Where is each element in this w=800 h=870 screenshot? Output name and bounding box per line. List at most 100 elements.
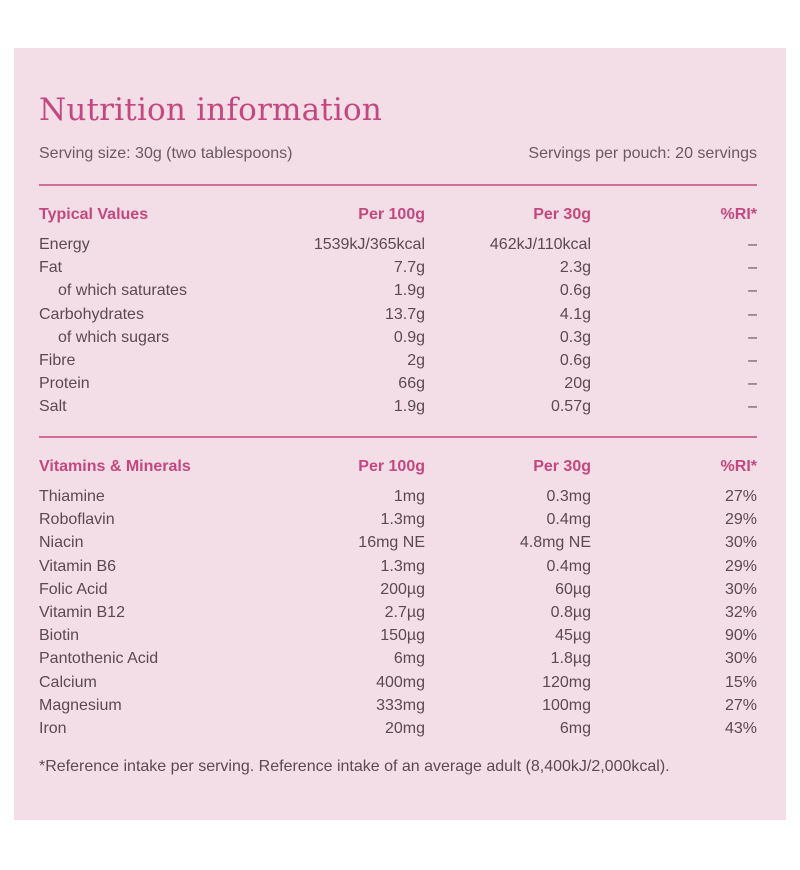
nutrient-name: Calcium	[39, 673, 97, 691]
table-row: Energy 1539kJ/365kcal 462kJ/110kcal –	[39, 233, 757, 256]
column-header-per100: Per 100g	[358, 458, 425, 475]
value-ri: 27%	[724, 696, 757, 714]
value-per-30g: 0.4mg	[546, 557, 591, 575]
value-per-30g: 0.3g	[559, 328, 591, 346]
typical-values-table: Typical Values Per 100g Per 30g %RI* Ene…	[39, 203, 757, 419]
value-ri: 30%	[724, 534, 757, 552]
table-row: of which sugars 0.9g 0.3g –	[39, 326, 757, 349]
table-row: Carbohydrates 13.7g 4.1g –	[39, 303, 757, 326]
column-header-name: Vitamins & Minerals	[39, 458, 191, 475]
nutrient-name: Biotin	[39, 627, 80, 645]
nutrient-name: Carbohydrates	[39, 305, 144, 323]
table-row: Vitamin B6 1.3mg 0.4mg 29%	[39, 555, 757, 578]
value-per-30g: 2.3g	[559, 259, 591, 277]
value-per-30g: 120mg	[542, 673, 591, 691]
value-per-100g: 0.9g	[393, 328, 425, 346]
value-per-100g: 400mg	[376, 673, 425, 691]
nutrient-name: of which sugars	[58, 328, 170, 346]
table-row: Pantothenic Acid 6mg 1.8µg 30%	[39, 647, 757, 670]
value-per-100g: 1.9g	[393, 398, 425, 416]
value-ri: –	[748, 328, 757, 346]
value-per-30g: 462kJ/110kcal	[489, 236, 591, 253]
value-per-30g: 100mg	[542, 696, 591, 714]
value-per-30g: 20g	[564, 375, 591, 393]
value-per-100g: 1.3mg	[380, 511, 425, 529]
value-ri: 30%	[724, 650, 757, 668]
value-per-100g: 7.7g	[393, 259, 425, 277]
nutrient-name: Roboflavin	[39, 511, 115, 529]
value-per-100g: 6mg	[393, 650, 425, 668]
value-per-30g: 6mg	[559, 719, 591, 737]
page-title: Nutrition information	[39, 92, 383, 128]
value-per-100g: 20mg	[384, 719, 425, 737]
value-ri: –	[748, 259, 757, 277]
value-per-100g: 1539kJ/365kcal	[313, 236, 425, 253]
nutrient-name: Vitamin B12	[39, 603, 125, 621]
value-per-30g: 4.8mg NE	[519, 534, 591, 552]
value-ri: –	[748, 351, 757, 369]
table-row: Roboflavin 1.3mg 0.4mg 29%	[39, 508, 757, 531]
value-per-100g: 2g	[407, 351, 425, 369]
value-ri: 32%	[724, 603, 757, 621]
typical-values-header: Typical Values Per 100g Per 30g %RI*	[39, 203, 757, 233]
table-row: Fibre 2g 0.6g –	[39, 349, 757, 372]
value-per-100g: 2.7µg	[384, 603, 425, 621]
table-row: Iron 20mg 6mg 43%	[39, 717, 757, 740]
column-header-per30: Per 30g	[533, 206, 591, 223]
nutrient-name: Salt	[39, 398, 67, 416]
table-row: Biotin 150µg 45µg 90%	[39, 624, 757, 647]
value-ri: –	[748, 375, 757, 393]
value-per-100g: 1.9g	[393, 282, 425, 300]
nutrient-name: Pantothenic Acid	[39, 650, 159, 668]
nutrient-name: Fat	[39, 259, 63, 277]
serving-size: Serving size: 30g (two tablespoons)	[39, 145, 293, 162]
table-row: Fat 7.7g 2.3g –	[39, 256, 757, 279]
nutrition-panel: Nutrition information Serving size: 30g …	[14, 48, 786, 820]
value-per-100g: 66g	[398, 375, 425, 393]
value-ri: –	[748, 236, 757, 253]
nutrient-name: Fibre	[39, 351, 76, 369]
column-header-per100: Per 100g	[358, 206, 425, 223]
value-ri: –	[748, 305, 757, 323]
nutrient-name: Magnesium	[39, 696, 122, 714]
value-ri: –	[748, 398, 757, 416]
value-per-30g: 45µg	[555, 627, 591, 645]
vitamins-minerals-table: Vitamins & Minerals Per 100g Per 30g %RI…	[39, 455, 757, 740]
table-row: Protein 66g 20g –	[39, 372, 757, 395]
column-header-per30: Per 30g	[533, 458, 591, 475]
nutrient-name: Niacin	[39, 534, 84, 552]
table-row: Magnesium 333mg 100mg 27%	[39, 694, 757, 717]
table-row: Folic Acid 200µg 60µg 30%	[39, 578, 757, 601]
serving-info: Serving size: 30g (two tablespoons) Serv…	[39, 145, 757, 163]
value-ri: 29%	[724, 557, 757, 575]
nutrient-name: Thiamine	[39, 488, 105, 505]
value-per-100g: 16mg NE	[358, 534, 425, 552]
value-per-30g: 0.4mg	[546, 511, 591, 529]
nutrient-name: Energy	[39, 236, 90, 253]
value-per-30g: 0.3mg	[546, 488, 591, 505]
value-per-30g: 4.1g	[559, 305, 591, 323]
value-per-30g: 0.8µg	[550, 603, 591, 621]
value-per-30g: 0.6g	[559, 351, 591, 369]
value-per-30g: 0.57g	[550, 398, 591, 416]
value-per-30g: 0.6g	[559, 282, 591, 300]
value-ri: 15%	[724, 673, 757, 691]
column-header-name: Typical Values	[39, 206, 149, 223]
value-per-100g: 13.7g	[384, 305, 425, 323]
table-row: Calcium 400mg 120mg 15%	[39, 671, 757, 694]
table-row: Vitamin B12 2.7µg 0.8µg 32%	[39, 601, 757, 624]
value-per-100g: 333mg	[376, 696, 425, 714]
nutrient-name: Folic Acid	[39, 580, 108, 598]
table-row: Salt 1.9g 0.57g –	[39, 395, 757, 418]
value-ri: 43%	[724, 719, 757, 737]
nutrient-name: Vitamin B6	[39, 557, 117, 575]
column-header-ri: %RI*	[720, 206, 757, 223]
nutrient-name: Iron	[39, 719, 67, 737]
value-ri: 30%	[724, 580, 757, 598]
value-per-100g: 1.3mg	[380, 557, 425, 575]
value-per-30g: 60µg	[555, 580, 591, 598]
value-ri: 90%	[724, 627, 757, 645]
nutrient-name: Protein	[39, 375, 90, 393]
value-ri: –	[748, 282, 757, 300]
table-row: Niacin 16mg NE 4.8mg NE 30%	[39, 531, 757, 554]
